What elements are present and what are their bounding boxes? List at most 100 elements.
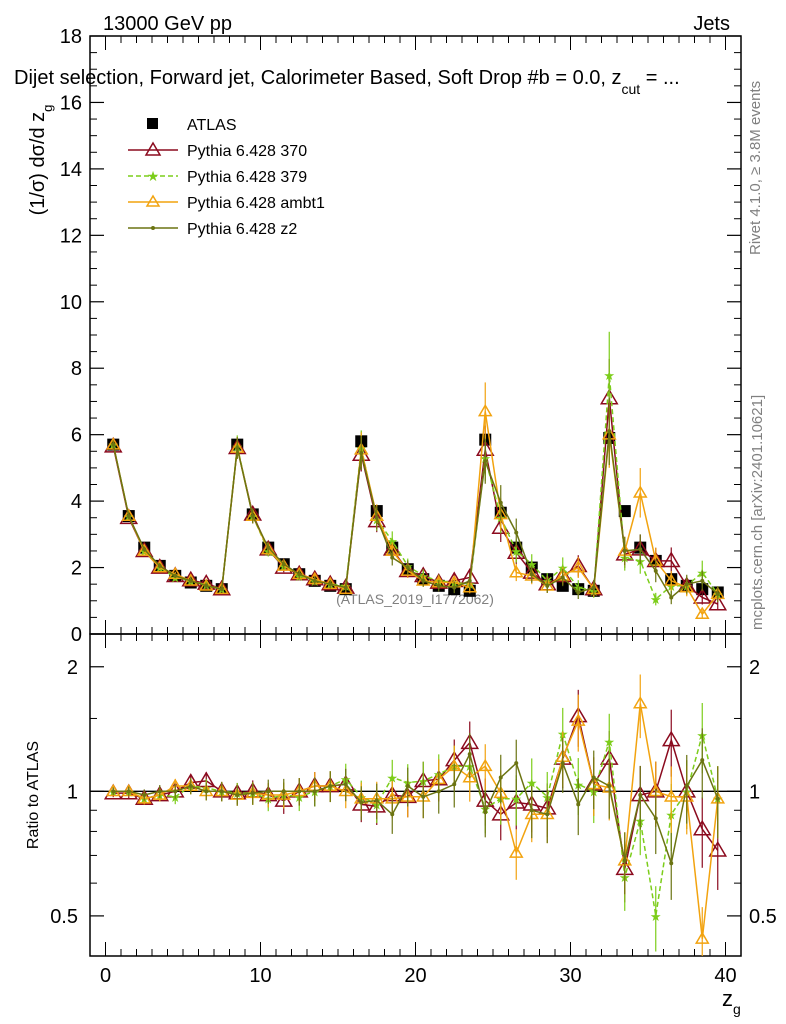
main-point-ambt1 (632, 485, 648, 498)
main-point-z2 (684, 582, 689, 587)
ratio-point-p379: ★ (526, 776, 538, 791)
main-y-axis-label-sub: g (40, 105, 55, 112)
main-point-z2 (142, 547, 147, 552)
ratio-point-z2 (250, 791, 255, 796)
ratio-point-z2 (297, 789, 302, 794)
main-point-p379: ★ (650, 592, 662, 607)
main-point-p370 (661, 551, 681, 568)
main-series-p370 (103, 358, 728, 611)
legend: ATLAS Pythia 6.428 370 ★ Pythia 6.428 37… (128, 117, 325, 238)
main-point-z2 (545, 583, 550, 588)
plot-title: Dijet selection, Forward jet, Calorimete… (14, 67, 680, 97)
x-tick-label: 10 (249, 965, 271, 987)
plot-title-main: Dijet selection, Forward jet, Calorimete… (14, 67, 622, 89)
ratio-point-ambt1 (632, 696, 648, 709)
ratio-line-p379 (113, 730, 719, 917)
main-point-z2 (173, 573, 178, 578)
ratio-point-p379: ★ (603, 734, 615, 749)
ratio-series-p379: ★★★★★★★★★★★★★★★★★★★★★★★★★★★★★★★★★★★★★★★★ (107, 703, 724, 952)
ratio-point-ambt1 (508, 845, 524, 858)
ratio-series-z2 (111, 728, 720, 900)
main-point-z2 (266, 545, 271, 550)
main-point-z2 (467, 578, 472, 583)
ratio-y-tick-label-right: 1 (749, 781, 760, 803)
main-y-tick-label: 18 (60, 26, 82, 48)
ratio-point-z2 (235, 792, 240, 797)
x-axis-label-text: z (722, 986, 733, 1011)
ratio-point-ambt1 (477, 758, 493, 772)
legend-marker-atlas (147, 118, 158, 129)
main-point-ambt1 (136, 543, 152, 556)
main-point-z2 (328, 582, 333, 587)
ratio-point-ambt1 (105, 783, 121, 797)
ratio-point-z2 (390, 812, 395, 817)
ratio-point-z2 (343, 782, 348, 787)
ratio-point-ambt1 (152, 787, 168, 800)
process-label: Jets (693, 13, 730, 35)
main-point-p379: ★ (510, 544, 522, 559)
main-point-z2 (715, 592, 720, 597)
ratio-point-z2 (560, 761, 565, 766)
ratio-point-z2 (638, 792, 643, 797)
main-point-z2 (607, 429, 612, 434)
ratio-point-z2 (622, 858, 627, 863)
plot-title-end: = ... (640, 67, 679, 89)
ratio-point-z2 (405, 784, 410, 789)
ratio-point-z2 (204, 789, 209, 794)
main-point-z2 (219, 587, 224, 592)
main-point-p379: ★ (603, 368, 615, 383)
main-y-tick-label: 16 (60, 92, 82, 114)
main-point-ambt1 (477, 403, 493, 417)
ratio-point-ambt1 (694, 931, 710, 944)
main-point-z2 (281, 562, 286, 567)
legend-label-atlas: ATLAS (187, 117, 237, 134)
main-point-z2 (483, 459, 488, 464)
main-point-atlas (618, 505, 631, 518)
legend-marker-z2 (151, 226, 155, 230)
mcplots-label: mcplots.cern.ch [arXiv:2401.10621] (749, 395, 766, 630)
legend-label-ambt1: Pythia 6.428 ambt1 (187, 195, 325, 212)
ratio-point-z2 (498, 775, 503, 780)
main-point-ambt1 (276, 558, 292, 571)
main-point-z2 (591, 585, 596, 590)
ratio-point-z2 (483, 810, 488, 815)
x-axis-ticks: 0 10 20 30 40 (100, 36, 737, 987)
ratio-point-z2 (653, 816, 658, 821)
ratio-point-p379: ★ (386, 771, 398, 786)
ratio-point-z2 (576, 802, 581, 807)
main-y-tick-label: 6 (71, 425, 82, 447)
ratio-point-z2 (715, 796, 720, 801)
ratio-point-z2 (188, 784, 193, 789)
main-y-axis-label-text: (1/σ) dσ/d z (27, 112, 49, 216)
ratio-point-p379: ★ (650, 909, 662, 924)
main-point-p370 (150, 558, 170, 574)
main-axis-ticks: 0 2 4 6 8 10 12 14 16 18 (60, 26, 741, 646)
ratio-point-z2 (219, 789, 224, 794)
main-y-tick-label: 12 (60, 225, 82, 247)
main-point-z2 (653, 568, 658, 573)
main-point-z2 (312, 578, 317, 583)
main-point-z2 (188, 578, 193, 583)
main-point-z2 (250, 514, 255, 519)
ratio-point-z2 (266, 789, 271, 794)
ratio-point-z2 (467, 752, 472, 757)
legend-item-ambt1: Pythia 6.428 ambt1 (128, 194, 325, 212)
ratio-point-ambt1 (663, 789, 679, 802)
main-point-p370 (196, 574, 216, 590)
main-point-z2 (235, 445, 240, 450)
ratio-point-z2 (374, 798, 379, 803)
ratio-point-z2 (684, 784, 689, 789)
main-point-z2 (452, 585, 457, 590)
ratio-y-tick-label: 1 (67, 781, 78, 803)
ratio-point-ambt1 (462, 770, 478, 783)
main-point-p370 (708, 594, 728, 611)
ratio-y-tick-label: 2 (67, 657, 78, 679)
ratio-point-z2 (328, 784, 333, 789)
ratio-series-ambt1 (105, 674, 726, 956)
ratio-point-z2 (591, 775, 596, 780)
main-point-z2 (622, 548, 627, 553)
ratio-point-z2 (359, 800, 364, 805)
ratio-point-z2 (281, 789, 286, 794)
ratio-point-z2 (607, 784, 612, 789)
